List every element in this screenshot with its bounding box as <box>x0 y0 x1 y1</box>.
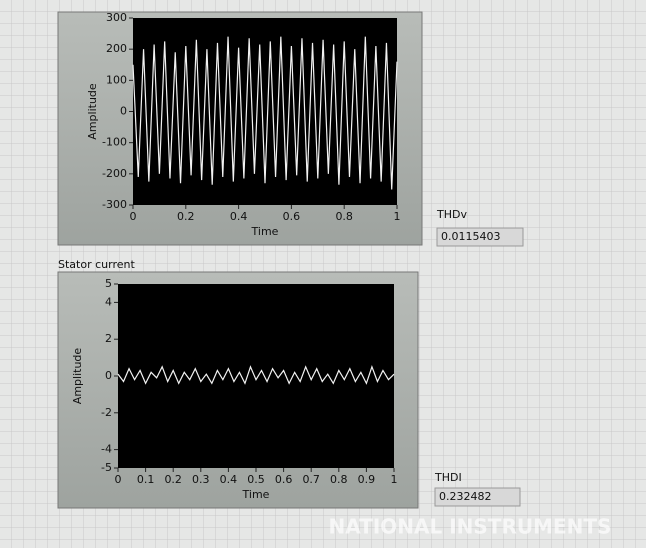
x-tick-label: 0.6 <box>283 210 301 223</box>
x-tick-label: 0 <box>130 210 137 223</box>
y-tick-label: -200 <box>102 167 127 180</box>
y-tick-label: -100 <box>102 136 127 149</box>
y-tick-label: 0 <box>120 105 127 118</box>
x-tick-label: 0.2 <box>164 473 182 486</box>
x-tick-label: 0.8 <box>330 473 348 486</box>
x-tick-label: 0.3 <box>192 473 210 486</box>
x-tick-label: 0.4 <box>220 473 238 486</box>
x-tick-label: 0.4 <box>230 210 248 223</box>
y-tick-label: -2 <box>101 406 112 419</box>
y-tick-label: 4 <box>105 295 112 308</box>
graph-title: Stator current <box>58 258 135 271</box>
x-tick-label: 0.1 <box>137 473 155 486</box>
x-tick-label: 0 <box>115 473 122 486</box>
x-tick-label: 0.6 <box>275 473 293 486</box>
front-panel: Stator current THDv 0.0115403 THDI 0.232… <box>0 0 646 548</box>
y-axis-label: Amplitude <box>86 83 99 140</box>
y-tick-label: -5 <box>101 461 112 474</box>
y-tick-label: 2 <box>105 332 112 345</box>
y-tick-label: 100 <box>106 73 127 86</box>
indicator-value: 0.232482 <box>439 490 492 503</box>
indicator-value: 0.0115403 <box>441 230 501 243</box>
x-axis-label: Time <box>251 225 279 238</box>
y-tick-label: 200 <box>106 42 127 55</box>
x-tick-label: 1 <box>391 473 398 486</box>
y-tick-label: -4 <box>101 443 112 456</box>
y-tick-label: -300 <box>102 198 127 211</box>
x-axis-label: Time <box>242 488 270 501</box>
indicator-label: THDI <box>434 471 462 484</box>
x-tick-label: 1 <box>394 210 401 223</box>
watermark: NATIONAL INSTRUMENTS <box>329 515 612 539</box>
y-tick-label: 300 <box>106 11 127 24</box>
x-tick-label: 0.2 <box>177 210 195 223</box>
x-tick-label: 0.9 <box>358 473 376 486</box>
y-axis-label: Amplitude <box>71 348 84 405</box>
x-tick-label: 0.7 <box>302 473 320 486</box>
y-tick-label: 0 <box>105 369 112 382</box>
indicator-label: THDv <box>436 208 467 221</box>
x-tick-label: 0.8 <box>335 210 353 223</box>
x-tick-label: 0.5 <box>247 473 265 486</box>
y-tick-label: 5 <box>105 277 112 290</box>
